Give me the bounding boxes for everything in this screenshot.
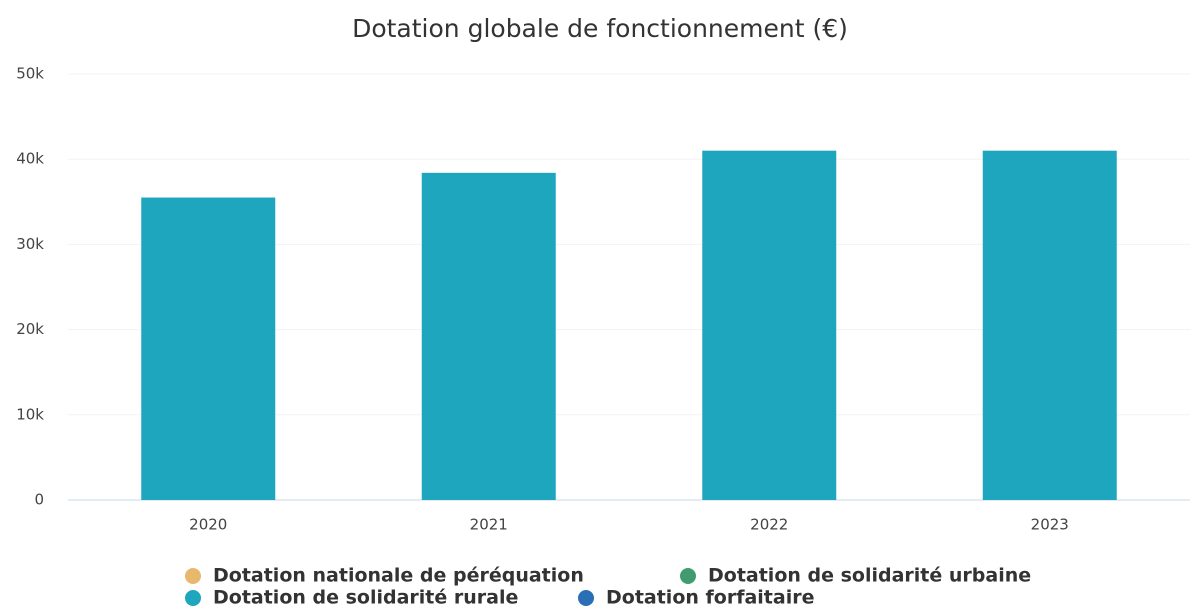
y-tick-label: 10k <box>16 405 44 423</box>
legend-marker <box>185 568 201 584</box>
bar-segment <box>141 197 276 501</box>
y-tick-label: 50k <box>16 65 44 83</box>
bar-segment <box>702 150 837 500</box>
x-tick-label: 2023 <box>1031 516 1069 534</box>
y-tick-label: 30k <box>16 235 44 253</box>
y-tick-label: 40k <box>16 150 44 168</box>
x-tick-label: 2022 <box>750 516 788 534</box>
x-tick-label: 2021 <box>470 516 508 534</box>
x-tick-label: 2020 <box>189 516 227 534</box>
y-tick-label: 20k <box>16 320 44 338</box>
legend-label: Dotation nationale de péréquation <box>213 565 584 587</box>
legend-marker <box>578 590 594 606</box>
legend-label: Dotation de solidarité urbaine <box>708 565 1031 587</box>
y-tick-label: 0 <box>34 491 44 509</box>
bar-segment <box>982 150 1117 500</box>
legend-marker <box>185 590 201 606</box>
chart-title: Dotation globale de fonctionnement (€) <box>352 14 848 43</box>
bar-segment <box>421 172 556 500</box>
legend-label: Dotation de solidarité rurale <box>213 587 518 607</box>
legend-label: Dotation forfaitaire <box>606 587 814 607</box>
legend-marker <box>680 568 696 584</box>
